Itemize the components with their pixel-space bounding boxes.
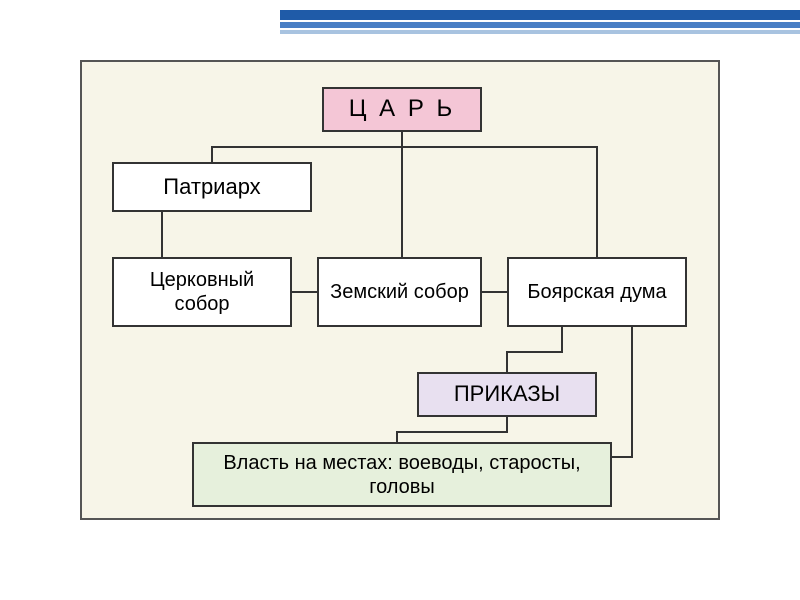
node-church-council: Церковный собор [112, 257, 292, 327]
node-boyar-label: Боярская дума [527, 280, 666, 304]
node-patriarch: Патриарх [112, 162, 312, 212]
node-prikazy-label: ПРИКАЗЫ [454, 381, 560, 407]
node-patriarch-label: Патриарх [163, 174, 260, 200]
node-prikazy: ПРИКАЗЫ [417, 372, 597, 417]
header-bar-3 [280, 30, 800, 34]
node-tsar-label: Ц А Р Ь [349, 95, 456, 124]
header-decoration [280, 10, 800, 38]
node-zemsky-sobor: Земский собор [317, 257, 482, 327]
node-local-authority: Власть на местах: воеводы, старосты, гол… [192, 442, 612, 507]
node-boyar-duma: Боярская дума [507, 257, 687, 327]
header-bar-2 [280, 22, 800, 28]
node-zemsky-label: Земский собор [330, 280, 469, 304]
diagram-frame: Ц А Р Ь Патриарх Церковный собор Земский… [80, 60, 720, 520]
node-local-label: Власть на местах: воеводы, старосты, гол… [204, 451, 600, 499]
header-bar-1 [280, 10, 800, 20]
node-tsar: Ц А Р Ь [322, 87, 482, 132]
node-church-council-label: Церковный собор [124, 268, 280, 316]
